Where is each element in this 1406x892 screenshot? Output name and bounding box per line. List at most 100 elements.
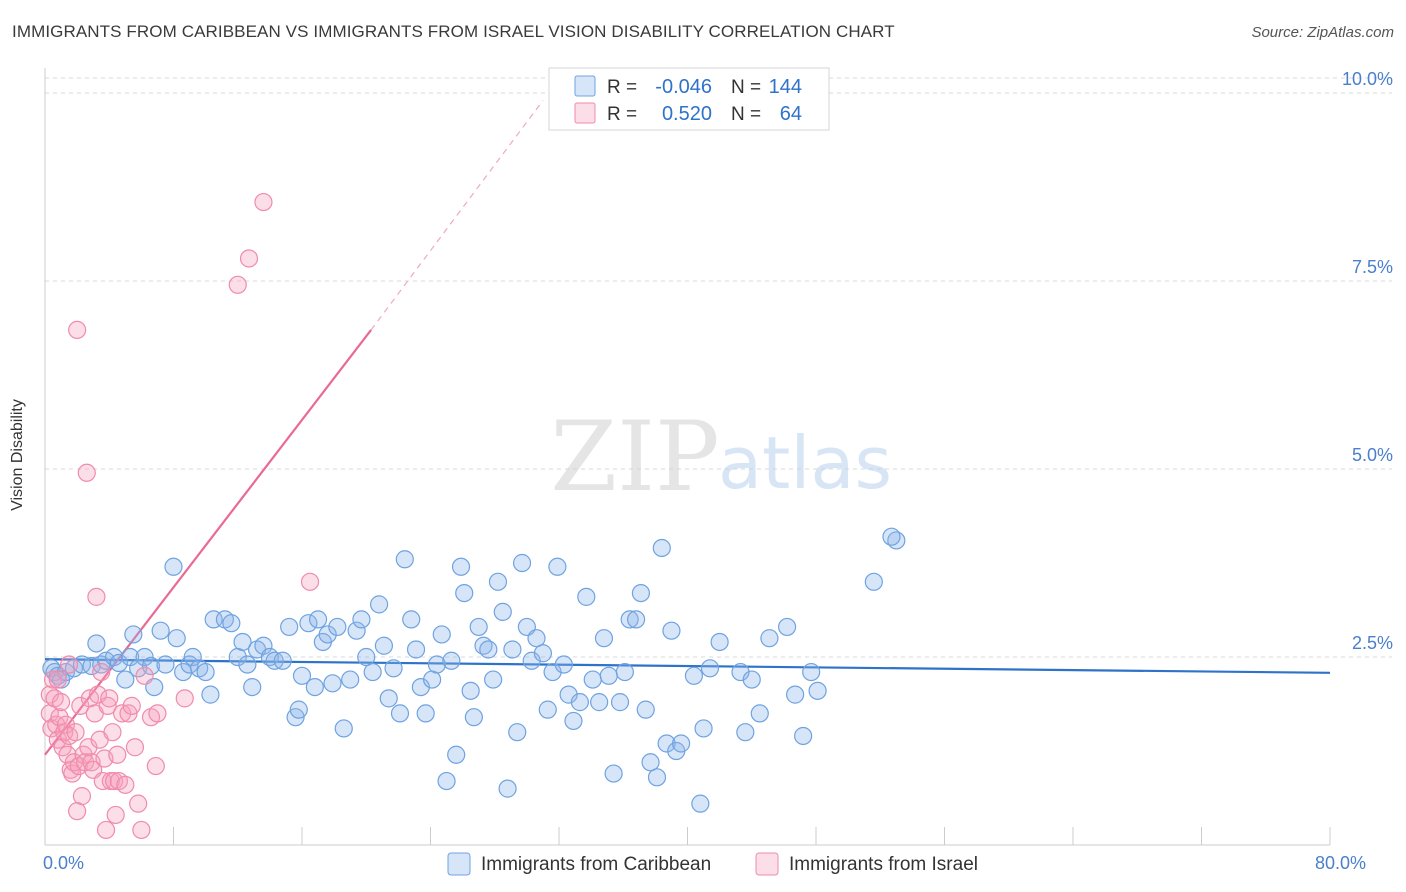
point-caribbean xyxy=(882,527,901,546)
point-caribbean xyxy=(647,768,667,787)
point-caribbean xyxy=(577,587,596,606)
point-israel xyxy=(129,794,148,813)
point-caribbean xyxy=(503,640,522,659)
point-caribbean xyxy=(104,647,124,667)
point-israel xyxy=(77,463,96,482)
point-caribbean xyxy=(183,647,202,667)
y-tick-label: 5.0% xyxy=(1352,445,1393,465)
point-caribbean xyxy=(390,704,410,723)
legend-swatch-caribbean xyxy=(574,75,596,97)
point-caribbean xyxy=(233,632,252,652)
x-tick-label: 0.0% xyxy=(43,853,84,873)
point-israel xyxy=(108,745,127,764)
point-caribbean xyxy=(164,557,183,576)
point-caribbean xyxy=(570,693,589,712)
point-caribbean xyxy=(662,621,681,640)
point-caribbean xyxy=(694,719,713,738)
point-caribbean xyxy=(395,550,414,569)
point-israel xyxy=(239,249,259,268)
point-caribbean xyxy=(370,595,389,614)
point-caribbean xyxy=(626,610,646,629)
point-caribbean xyxy=(620,610,639,629)
point-israel xyxy=(48,670,67,689)
legend-label-caribbean: Immigrants from Caribbean xyxy=(481,854,711,875)
point-caribbean xyxy=(352,610,371,629)
point-caribbean xyxy=(808,681,827,700)
point-caribbean xyxy=(141,656,161,676)
point-caribbean xyxy=(493,602,512,621)
point-israel xyxy=(96,820,116,840)
point-caribbean xyxy=(615,662,634,682)
point-israel xyxy=(135,666,154,685)
point-caribbean xyxy=(289,700,308,719)
point-israel xyxy=(228,275,247,294)
point-israel xyxy=(100,689,119,708)
point-israel xyxy=(58,745,77,764)
point-caribbean xyxy=(135,647,154,667)
point-caribbean xyxy=(691,794,710,813)
point-caribbean xyxy=(538,700,557,719)
point-caribbean xyxy=(151,621,170,640)
point-caribbean xyxy=(736,723,755,742)
point-israel xyxy=(66,723,85,742)
legend-r-label: R = xyxy=(607,104,637,125)
point-israel xyxy=(87,587,106,606)
legend-box xyxy=(548,67,830,131)
point-israel xyxy=(51,693,71,712)
legend-swatch-caribbean xyxy=(447,852,471,876)
source-label: Source: ZipAtlas.com xyxy=(1251,24,1394,41)
axes xyxy=(44,68,1331,846)
point-caribbean xyxy=(641,753,660,772)
point-caribbean xyxy=(461,681,480,700)
point-israel xyxy=(59,655,79,674)
point-israel xyxy=(68,320,87,340)
point-caribbean xyxy=(590,693,609,712)
y-tick-label: 2.5% xyxy=(1352,633,1393,653)
point-caribbean xyxy=(700,659,720,678)
point-caribbean xyxy=(488,572,508,591)
point-caribbean xyxy=(508,723,527,742)
point-caribbean xyxy=(243,677,262,697)
point-caribbean xyxy=(512,553,532,573)
point-israel xyxy=(71,696,90,715)
point-caribbean xyxy=(87,634,106,653)
point-caribbean xyxy=(363,662,382,682)
point-caribbean xyxy=(786,685,805,704)
point-caribbean xyxy=(864,572,883,591)
point-caribbean xyxy=(684,666,704,685)
point-caribbean xyxy=(631,583,651,603)
point-caribbean xyxy=(402,610,421,629)
point-caribbean xyxy=(273,651,292,670)
point-israel xyxy=(98,696,117,715)
trend-line-israel xyxy=(44,329,372,756)
point-caribbean xyxy=(442,651,461,670)
point-caribbean xyxy=(583,670,602,689)
y-tick-label: 10.0% xyxy=(1342,69,1393,89)
point-caribbean xyxy=(484,670,503,689)
legend-n-value: 144 xyxy=(769,76,802,98)
point-israel xyxy=(63,764,82,783)
point-israel xyxy=(254,192,273,212)
trend-lines xyxy=(44,100,1331,756)
point-caribbean xyxy=(548,557,567,576)
point-israel xyxy=(148,704,167,723)
point-caribbean xyxy=(564,711,583,731)
point-caribbean xyxy=(671,734,691,753)
correlation-legend: R = -0.046 N = 144 R = 0.520 N = 64 xyxy=(548,67,830,131)
point-caribbean xyxy=(323,674,342,693)
point-caribbean xyxy=(636,700,655,719)
point-caribbean xyxy=(451,557,471,576)
watermark: ZIP atlas xyxy=(550,401,892,513)
point-caribbean xyxy=(299,614,318,633)
point-israel xyxy=(106,805,125,825)
legend-n-value: 64 xyxy=(780,103,802,125)
point-israel xyxy=(92,662,111,682)
point-israel xyxy=(68,802,87,821)
point-caribbean xyxy=(379,689,398,708)
point-caribbean xyxy=(794,726,813,746)
gridlines xyxy=(45,77,1392,658)
point-caribbean xyxy=(238,655,257,674)
point-israel xyxy=(122,696,141,715)
point-caribbean xyxy=(72,655,92,674)
